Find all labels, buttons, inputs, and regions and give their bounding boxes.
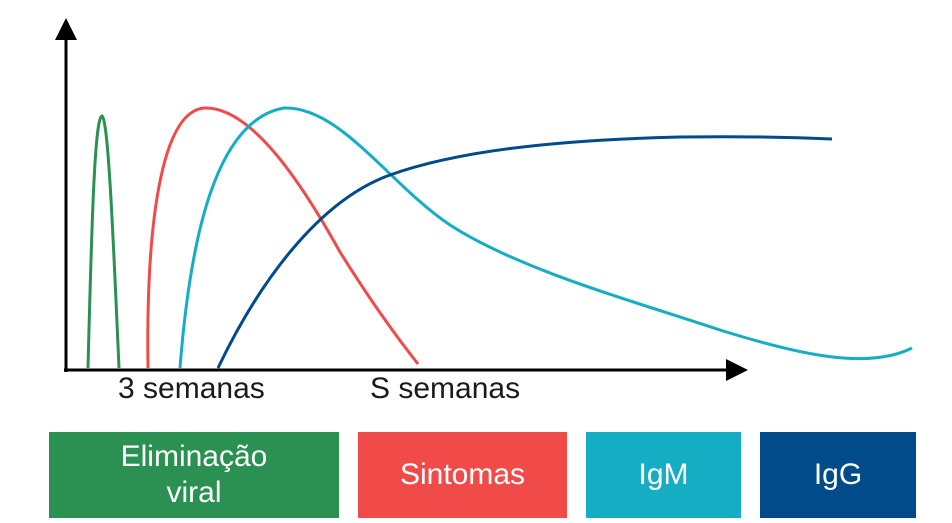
- legend-item-sintomas: Sintomas: [358, 432, 567, 518]
- y-axis-arrow: [55, 18, 77, 40]
- legend-label: IgM: [638, 458, 689, 491]
- legend-item-eliminacao-viral: Eliminação viral: [49, 432, 339, 518]
- chart-plot: [55, 18, 913, 381]
- series-line-eliminacao-viral: [86, 114, 121, 369]
- x-axis-arrow: [726, 359, 748, 381]
- x-tick-label: 3 semanas: [118, 372, 265, 405]
- x-tick-label: S semanas: [370, 372, 521, 405]
- series-line-sintomas: [146, 106, 420, 369]
- legend-label: Sintomas: [399, 458, 526, 491]
- legend-label: IgG: [813, 458, 863, 491]
- series-line-igg: [216, 135, 833, 369]
- series-line-igm: [178, 106, 913, 369]
- legend-item-igg: IgG: [760, 432, 916, 518]
- legend-label: Eliminação viral: [120, 440, 268, 509]
- legend-item-igm: IgM: [586, 432, 741, 518]
